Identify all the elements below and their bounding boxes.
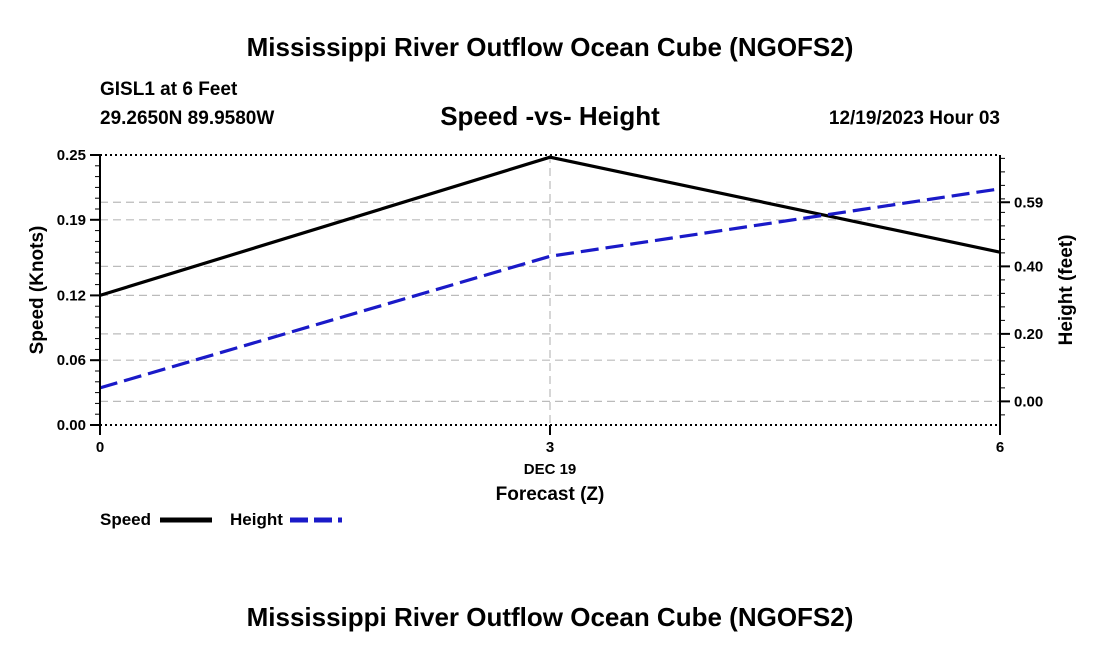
page-title-bottom: Mississippi River Outflow Ocean Cube (NG… [247,602,854,632]
x-tick-label-1: 3 [546,439,554,456]
y-axis-label-left: Speed (Knots) [27,226,48,355]
coords-label: 29.2650N 89.9580W [100,108,274,129]
y-tick-label-left-2: 0.12 [57,287,86,304]
y-axis-label-right: Height (feet) [1056,235,1077,346]
series-line-height [99,187,1001,390]
legend-height-label: Height [230,510,283,529]
x-tick-label-2: 6 [996,439,1004,456]
x-date-label: DEC 19 [524,461,577,478]
legend-speed-label: Speed [100,510,151,529]
page-title-top: Mississippi River Outflow Ocean Cube (NG… [247,32,854,62]
y-tick-label-left-1: 0.06 [57,352,86,369]
y-tick-label-right-2: 0.40 [1014,258,1043,275]
y-tick-label-right-3: 0.59 [1014,194,1043,211]
y-tick-label-right-0: 0.00 [1014,393,1043,410]
grid-lines [100,155,1000,425]
station-label: GISL1 at 6 Feet [100,79,238,100]
x-tick-label-0: 0 [96,439,104,456]
chart-subtitle: Speed -vs- Height [440,101,660,131]
y-tick-label-left-4: 0.25 [57,147,86,164]
y-tick-label-left-0: 0.00 [57,417,86,434]
x-axis-label: Forecast (Z) [496,484,605,505]
y-tick-label-right-1: 0.20 [1014,326,1043,343]
datetime-label: 12/19/2023 Hour 03 [829,108,1000,129]
y-tick-label-left-3: 0.19 [57,212,86,229]
